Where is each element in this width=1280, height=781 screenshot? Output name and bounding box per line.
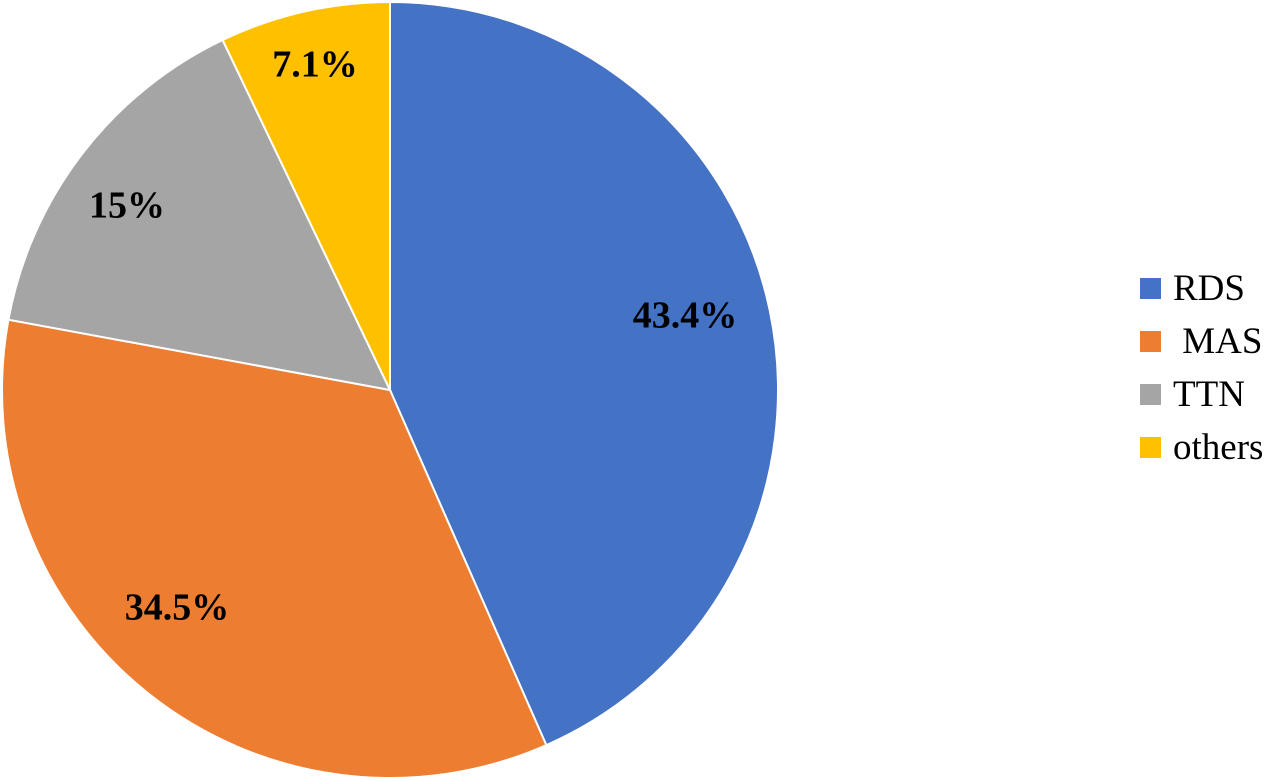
legend-item-ttn: TTN: [1140, 368, 1263, 420]
legend-label-others: others: [1173, 426, 1264, 468]
legend-swatch-rds: [1140, 277, 1161, 299]
legend-item-others: others: [1140, 421, 1263, 473]
legend-label-rds: RDS: [1173, 267, 1245, 309]
pie-slice-labels: 43.4% 34.5% 15% 7.1%: [89, 44, 737, 629]
slice-label-rds: 43.4%: [633, 295, 738, 337]
pie-slice-others: [221, 0, 391, 391]
legend-label-mas: MAS: [1173, 320, 1263, 362]
slice-label-ttn: 15%: [89, 185, 165, 227]
legend-swatch-ttn: [1140, 383, 1161, 405]
pie-slice-ttn: [7, 38, 392, 392]
pie-slice-rds: [389, 0, 779, 747]
legend-swatch-others: [1140, 436, 1161, 458]
pie-slices: [1, 0, 779, 779]
legend-item-mas: MAS: [1140, 315, 1263, 367]
legend-label-ttn: TTN: [1173, 373, 1245, 415]
slice-label-mas: 34.5%: [125, 587, 230, 629]
legend-item-rds: RDS: [1140, 262, 1263, 314]
chart-legend: RDS MAS TTN others: [1140, 262, 1263, 474]
legend-swatch-mas: [1140, 330, 1161, 352]
slice-label-others: 7.1%: [272, 44, 358, 86]
pie-slice-mas: [1, 318, 548, 779]
